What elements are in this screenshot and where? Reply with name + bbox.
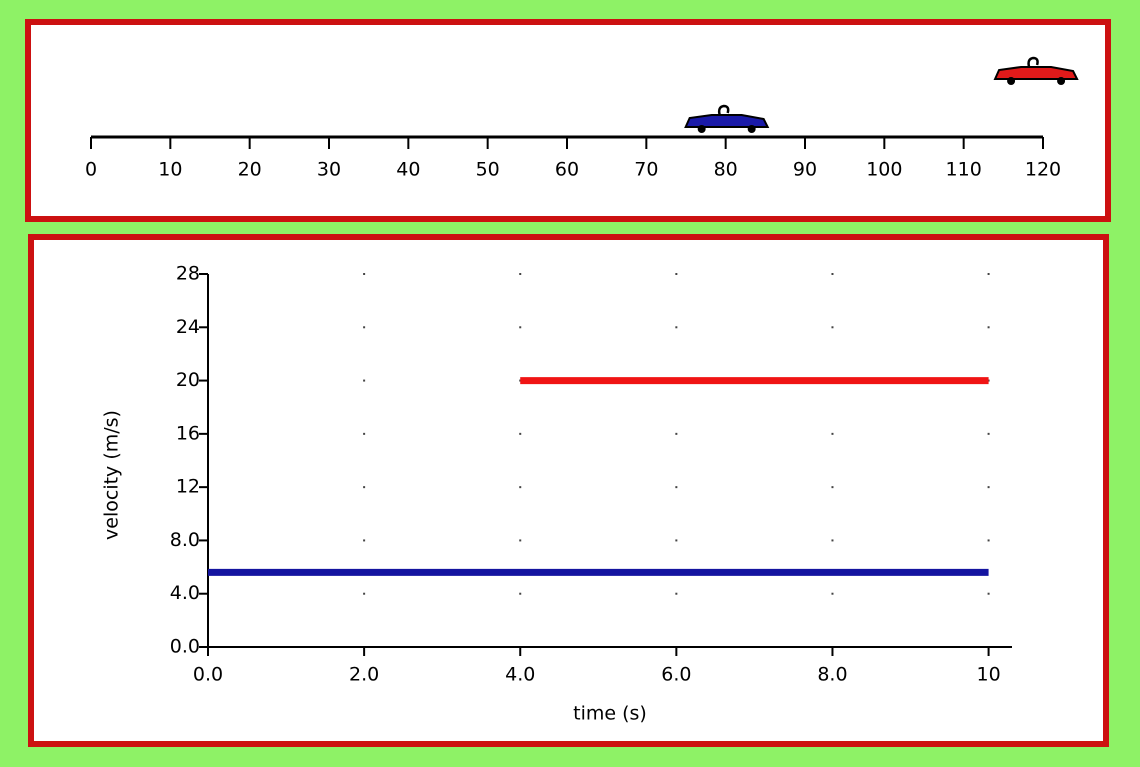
track-tick-label: 100 bbox=[866, 159, 902, 181]
x-tick-label: 2.0 bbox=[349, 664, 379, 686]
track-tick-label: 20 bbox=[238, 159, 262, 181]
grid-dot bbox=[675, 273, 678, 275]
y-tick-label: 8.0 bbox=[170, 529, 200, 551]
grid-dot bbox=[987, 432, 990, 435]
y-tick-label: 12 bbox=[176, 476, 200, 498]
grid-dot bbox=[987, 486, 990, 489]
grid-dot bbox=[987, 592, 990, 595]
y-tick-label: 0.0 bbox=[170, 636, 200, 658]
grid-dot bbox=[363, 592, 366, 595]
grid-dot bbox=[519, 592, 522, 595]
y-tick-label: 28 bbox=[176, 263, 200, 285]
y-tick-label: 4.0 bbox=[170, 582, 200, 604]
grid-dot bbox=[675, 539, 678, 542]
grid-dot bbox=[675, 486, 678, 489]
grid-dot bbox=[831, 592, 834, 595]
track-tick-label: 0 bbox=[85, 159, 97, 181]
x-tick-label: 10 bbox=[976, 664, 1000, 686]
car-wheel bbox=[1057, 77, 1066, 85]
car-body bbox=[684, 114, 770, 128]
track-tick-label: 80 bbox=[714, 159, 738, 181]
grid-dot bbox=[987, 273, 990, 275]
y-tick-label: 16 bbox=[176, 422, 200, 444]
track-tick-label: 110 bbox=[946, 159, 982, 181]
grid-dot bbox=[519, 273, 522, 275]
car-wheel bbox=[697, 125, 706, 133]
x-tick-label: 4.0 bbox=[505, 664, 535, 686]
grid-dot bbox=[675, 592, 678, 595]
y-tick-label: 24 bbox=[176, 316, 200, 338]
grid-dot bbox=[519, 432, 522, 435]
car-wheel bbox=[747, 125, 756, 133]
grid-dot bbox=[363, 486, 366, 489]
car-wheel bbox=[1007, 77, 1016, 85]
x-axis-label: time (s) bbox=[573, 703, 647, 725]
car-driver bbox=[1027, 56, 1039, 68]
grid-dot bbox=[831, 486, 834, 489]
grid-dot bbox=[363, 379, 366, 382]
y-tick-label: 20 bbox=[176, 369, 200, 391]
grid-dot bbox=[363, 432, 366, 435]
track-tick-label: 120 bbox=[1025, 159, 1061, 181]
grid-dot bbox=[987, 326, 990, 329]
grid-dot bbox=[363, 326, 366, 329]
grid-dot bbox=[831, 326, 834, 329]
car-body bbox=[993, 66, 1079, 80]
grid-dot bbox=[831, 432, 834, 435]
track-tick-label: 90 bbox=[793, 159, 817, 181]
grid-dot bbox=[675, 432, 678, 435]
track-tick-label: 10 bbox=[158, 159, 182, 181]
track-tick-label: 30 bbox=[317, 159, 341, 181]
grid-dot bbox=[363, 273, 366, 275]
track-panel bbox=[25, 19, 1111, 222]
car bbox=[993, 56, 1079, 85]
y-axis-label: velocity (m/s) bbox=[101, 410, 123, 540]
track-tick-label: 60 bbox=[555, 159, 579, 181]
grid-dot bbox=[363, 539, 366, 542]
grid-dot bbox=[519, 539, 522, 542]
grid-dot bbox=[519, 486, 522, 489]
grid-dot bbox=[987, 539, 990, 542]
car bbox=[684, 104, 770, 133]
x-tick-label: 0.0 bbox=[193, 664, 223, 686]
car-driver bbox=[717, 104, 730, 116]
grid-dot bbox=[519, 326, 522, 329]
track-tick-label: 50 bbox=[476, 159, 500, 181]
x-tick-label: 6.0 bbox=[661, 664, 691, 686]
grid-dot bbox=[831, 273, 834, 275]
track-tick-label: 70 bbox=[634, 159, 658, 181]
x-tick-label: 8.0 bbox=[817, 664, 847, 686]
grid-dot bbox=[675, 326, 678, 329]
grid-dot bbox=[831, 539, 834, 542]
graph-panel bbox=[28, 234, 1109, 747]
track-tick-label: 40 bbox=[396, 159, 420, 181]
